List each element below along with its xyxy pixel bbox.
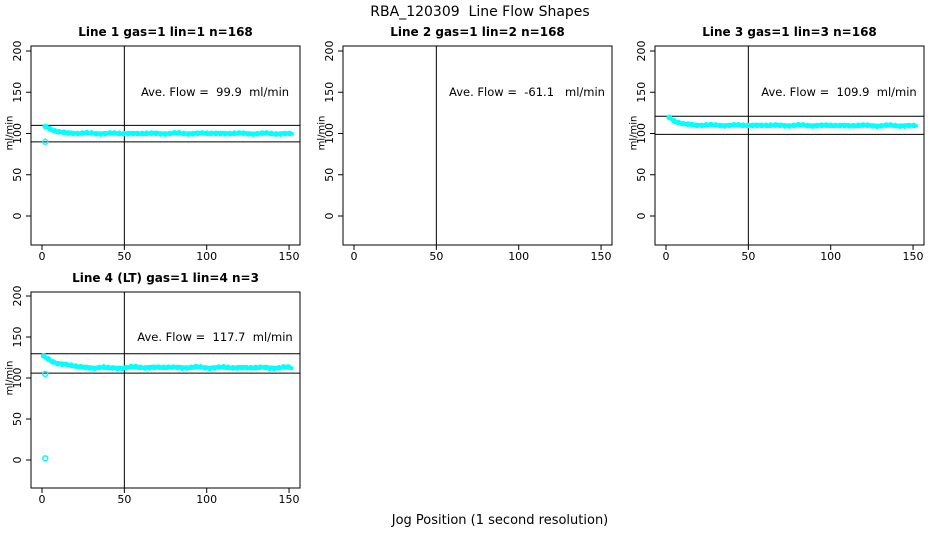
panel-1-plot-area: 0 50 100 150 0 50 100 150 200: [11, 41, 301, 263]
x-tick-label: 50: [117, 250, 131, 263]
x-tick-label: 50: [741, 250, 755, 263]
y-tick-label: 50: [635, 168, 648, 182]
panel-4-plot-area: 0 50 100 150 0 50 100 150 200: [11, 286, 301, 506]
y-tick-label: 100: [11, 123, 24, 144]
panel-4-box: [30, 291, 301, 489]
y-tick-label: 150: [323, 82, 336, 103]
panel-1-box: [30, 45, 301, 246]
data-point-band: [43, 124, 294, 137]
x-tick-label: 100: [508, 250, 529, 263]
x-tick-label: 50: [429, 250, 443, 263]
panel-4-ave-flow-annotation: Ave. Flow = 117.7 ml/min: [137, 330, 293, 344]
x-axis-label: Jog Position (1 second resolution): [391, 513, 609, 528]
x-tick-label: 150: [591, 250, 612, 263]
y-tick-label: 50: [11, 168, 24, 182]
panel-4-title: Line 4 (LT) gas=1 lin=4 n=3: [72, 271, 259, 285]
y-tick-label: 200: [635, 41, 648, 62]
x-tick-label: 150: [279, 493, 300, 506]
panel-2-y-axis-label: ml/min: [316, 115, 328, 151]
x-tick-label: 100: [196, 250, 217, 263]
y-tick-label: 100: [635, 123, 648, 144]
y-tick-label: 100: [11, 368, 24, 389]
y-tick-label: 100: [323, 123, 336, 144]
x-tick-label: 100: [820, 250, 841, 263]
y-tick-label: 150: [635, 82, 648, 103]
figure-title: RBA_120309 Line Flow Shapes: [370, 4, 590, 20]
panel-1-title: Line 1 gas=1 lin=1 n=168: [78, 25, 253, 39]
y-tick-label: 200: [11, 41, 24, 62]
panel-2-plot-area: 0 50 100 150 0 50 100 150 200: [323, 41, 613, 263]
panel-2-title: Line 2 gas=1 lin=2 n=168: [390, 25, 565, 39]
panel-1-y-axis-label: ml/min: [4, 115, 16, 151]
x-tick-label: 50: [117, 493, 131, 506]
x-tick-label: 0: [39, 250, 46, 263]
y-tick-label: 50: [323, 168, 336, 182]
y-tick-label: 0: [635, 213, 648, 220]
data-point-band: [41, 353, 294, 371]
panel-3-box: [654, 45, 925, 246]
panel-3-ave-flow-annotation: Ave. Flow = 109.9 ml/min: [761, 85, 917, 99]
y-tick-label: 200: [323, 41, 336, 62]
outlier-data-point: [42, 455, 49, 462]
x-tick-label: 150: [903, 250, 924, 263]
x-tick-label: 0: [663, 250, 670, 263]
y-tick-label: 0: [11, 213, 24, 220]
panel-2-ave-flow-annotation: Ave. Flow = -61.1 ml/min: [449, 85, 605, 99]
y-tick-label: 0: [11, 457, 24, 464]
panel-3-title: Line 3 gas=1 lin=3 n=168: [702, 25, 877, 39]
panel-1-ave-flow-annotation: Ave. Flow = 99.9 ml/min: [140, 85, 290, 99]
panel-3-plot-area: 0 50 100 150 0 50 100 150 200: [635, 41, 925, 263]
x-tick-label: 0: [39, 493, 46, 506]
y-tick-label: 0: [323, 213, 336, 220]
y-tick-label: 150: [11, 82, 24, 103]
panel-2-box: [342, 45, 613, 246]
panel-3-y-axis-label: ml/min: [628, 115, 640, 151]
y-tick-label: 150: [11, 327, 24, 348]
y-tick-label: 200: [11, 286, 24, 307]
data-point-band: [667, 115, 918, 129]
y-tick-label: 50: [11, 412, 24, 426]
x-tick-label: 100: [196, 493, 217, 506]
outlier-data-point: [42, 138, 49, 145]
outlier-data-point: [42, 370, 49, 378]
x-tick-label: 150: [279, 250, 300, 263]
panel-4-y-axis-label: ml/min: [4, 360, 16, 396]
x-tick-label: 0: [351, 250, 358, 263]
